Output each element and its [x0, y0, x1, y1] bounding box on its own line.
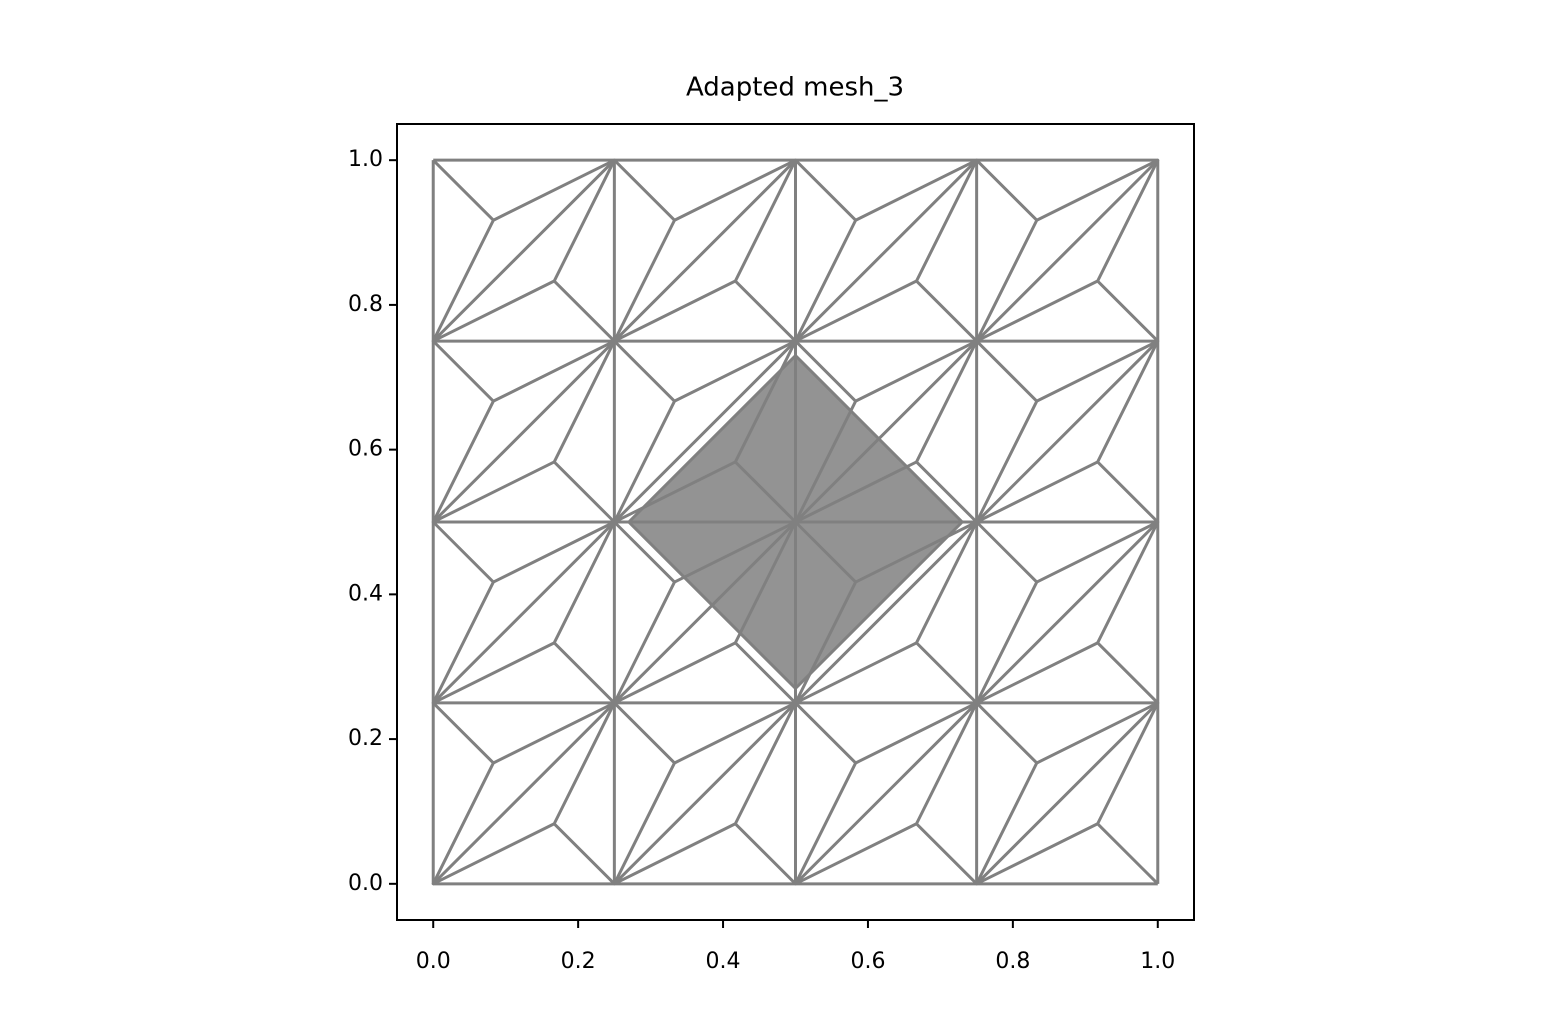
x-tick-label: 0.6: [850, 949, 885, 974]
plot-frame: [396, 123, 1195, 921]
x-tick-label: 0.0: [416, 949, 451, 974]
mesh-edge: [975, 701, 1159, 885]
y-tick-label: 0.6: [348, 437, 383, 462]
x-tick-label: 0.8: [995, 949, 1030, 974]
mesh-edge: [432, 159, 978, 704]
mesh-edge: [794, 158, 979, 343]
mesh-edge: [975, 158, 1160, 343]
mesh-edge: [432, 159, 616, 343]
y-tick-label: 0.4: [348, 581, 383, 606]
x-tick-label: 0.4: [706, 949, 741, 974]
y-tick-label: 0.8: [348, 292, 383, 317]
y-tick-label: 0.0: [348, 871, 383, 896]
x-tick-label: 0.2: [561, 949, 596, 974]
chart-title: Adapted mesh_3: [686, 73, 904, 103]
y-tick-label: 0.2: [348, 726, 383, 751]
y-tick-label: 1.0: [348, 147, 383, 172]
mesh-edge: [613, 340, 1159, 885]
x-tick-label: 1.0: [1140, 949, 1175, 974]
